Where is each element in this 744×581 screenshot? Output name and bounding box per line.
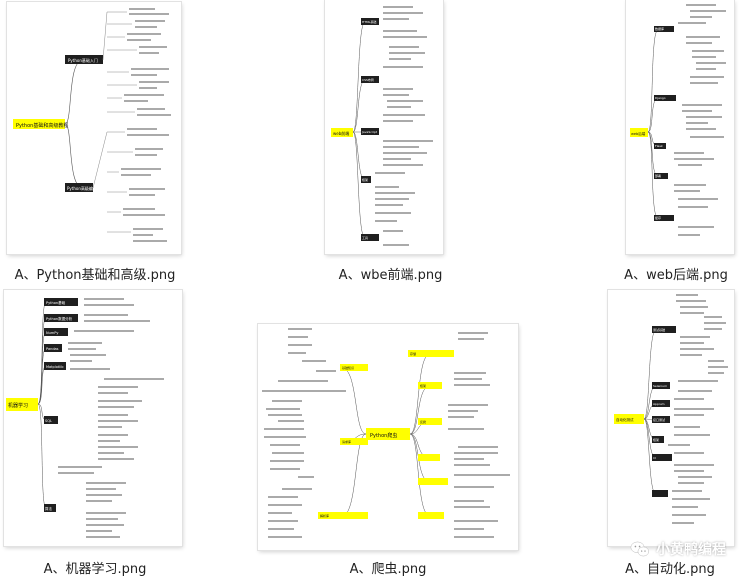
file-name[interactable]: A、Python基础和高级.png xyxy=(14,268,176,283)
file-name[interactable]: A、机器学习.png xyxy=(43,562,147,577)
branch-label: 框架 xyxy=(420,383,426,388)
branch-label: Python基础 xyxy=(46,300,66,305)
mindmap-backend: web后端 数据库 Django Flask 部署 缓存 xyxy=(630,4,726,236)
watermark: 小黄鸭编程 xyxy=(630,539,726,559)
root-label: web前端 xyxy=(333,130,349,136)
file-tile-backend[interactable]: web后端 数据库 Django Flask 部署 缓存 A、we xyxy=(608,0,744,285)
mindmap-python: Python基础和高级教程 Python基础入门 Python高级编程 xyxy=(13,8,171,242)
branch-node xyxy=(65,55,103,64)
branch-label: 基础知识 xyxy=(342,365,354,370)
branch-label: Python基础入门 xyxy=(68,57,98,63)
watermark-text: 小黄鸭编程 xyxy=(656,542,726,558)
root-node xyxy=(614,414,644,424)
branch-label: 测试基础 xyxy=(653,327,665,332)
root-label: Python爬虫 xyxy=(370,432,397,439)
root-label: 机器学习 xyxy=(8,402,28,409)
thumbnail-spider[interactable]: Python爬虫 基础知识 请求库 解析库 存储 框架 反爬 xyxy=(258,324,518,550)
branch-label: 反爬 xyxy=(420,419,426,424)
thumbnail-ml[interactable]: 机器学习 Python基础 Python数据分析 NumPy Pandas Ma… xyxy=(4,290,182,546)
branch-label: 部署 xyxy=(655,173,661,178)
branch-label: 数据库 xyxy=(655,26,664,31)
file-name[interactable]: A、web后端.png xyxy=(624,268,728,283)
file-tile-frontend[interactable]: web前端 HTML基础 CSS布局 JavaScript 框架 工具 xyxy=(318,0,463,285)
branch-label: HTML基础 xyxy=(362,19,376,24)
branch-label: Python高级编程 xyxy=(67,185,97,191)
svg-text:SQL: SQL xyxy=(45,419,52,423)
branch-label: 缓存 xyxy=(655,215,661,220)
root-node xyxy=(13,119,65,129)
root-node xyxy=(630,128,648,137)
file-tile-spider[interactable]: Python爬虫 基础知识 请求库 解析库 存储 框架 反爬 xyxy=(252,320,524,581)
branch-label: Python数据分析 xyxy=(46,316,73,321)
file-name[interactable]: A、爬虫.png xyxy=(349,562,427,577)
branch-label: 存储 xyxy=(410,351,416,356)
mindmap-spider: Python爬虫 基础知识 请求库 解析库 存储 框架 反爬 xyxy=(262,328,510,538)
root-label: Python基础和高级教程 xyxy=(16,122,68,129)
branch-label: Pandas xyxy=(46,347,59,351)
branch-label: NumPy xyxy=(46,331,58,335)
thumbnail-backend[interactable]: web后端 数据库 Django Flask 部署 缓存 xyxy=(626,0,734,254)
mindmap-ml: 机器学习 Python基础 Python数据分析 NumPy Pandas Ma… xyxy=(6,298,164,538)
thumbnail-python[interactable]: Python基础和高级教程 Python基础入门 Python高级编程 xyxy=(7,2,181,254)
branch-label: 接口测试 xyxy=(653,417,665,422)
branch-label: 解析库 xyxy=(320,513,329,518)
file-name[interactable]: A、自动化.png xyxy=(625,562,715,577)
file-name[interactable]: A、wbe前端.png xyxy=(338,268,443,283)
branch-label: Matplotlib xyxy=(46,365,64,369)
branch-label: CSS布局 xyxy=(362,77,374,82)
root-label: 自动化测试 xyxy=(616,417,634,422)
branch-label: 框架 xyxy=(362,177,368,182)
file-tile-ml[interactable]: 机器学习 Python基础 Python数据分析 NumPy Pandas Ma… xyxy=(0,290,190,581)
wechat-icon xyxy=(630,541,649,557)
branch-label: Django xyxy=(655,96,666,100)
thumbnail-frontend[interactable]: web前端 HTML基础 CSS布局 JavaScript 框架 工具 xyxy=(325,0,443,254)
branch-label: Flask xyxy=(655,144,663,148)
branch-node xyxy=(65,183,93,192)
branch-label: 框架 xyxy=(653,437,659,442)
root-node xyxy=(6,398,38,411)
branch-label: JavaScript xyxy=(361,130,378,134)
branch-label: 工具 xyxy=(362,235,368,240)
branch-label: CI xyxy=(653,456,656,460)
thumbnail-automation[interactable]: 自动化测试 测试基础 Selenium Appium 接口测试 框架 CI xyxy=(608,290,734,546)
mindmap-automation: 自动化测试 测试基础 Selenium Appium 接口测试 框架 CI xyxy=(614,294,728,524)
branch-label: Appium xyxy=(653,402,665,406)
mindmap-frontend: web前端 HTML基础 CSS布局 JavaScript 框架 工具 xyxy=(331,6,433,246)
file-tile-python[interactable]: Python基础和高级教程 Python基础入门 Python高级编程 xyxy=(0,0,190,285)
root-node xyxy=(331,128,353,137)
branch-label: Selenium xyxy=(653,384,667,388)
root-node xyxy=(366,428,410,440)
branch-label: 算法 xyxy=(45,506,52,511)
branch-label: 请求库 xyxy=(342,439,351,444)
root-label: web后端 xyxy=(631,131,646,136)
file-tile-automation[interactable]: 自动化测试 测试基础 Selenium Appium 接口测试 框架 CI xyxy=(596,290,744,581)
